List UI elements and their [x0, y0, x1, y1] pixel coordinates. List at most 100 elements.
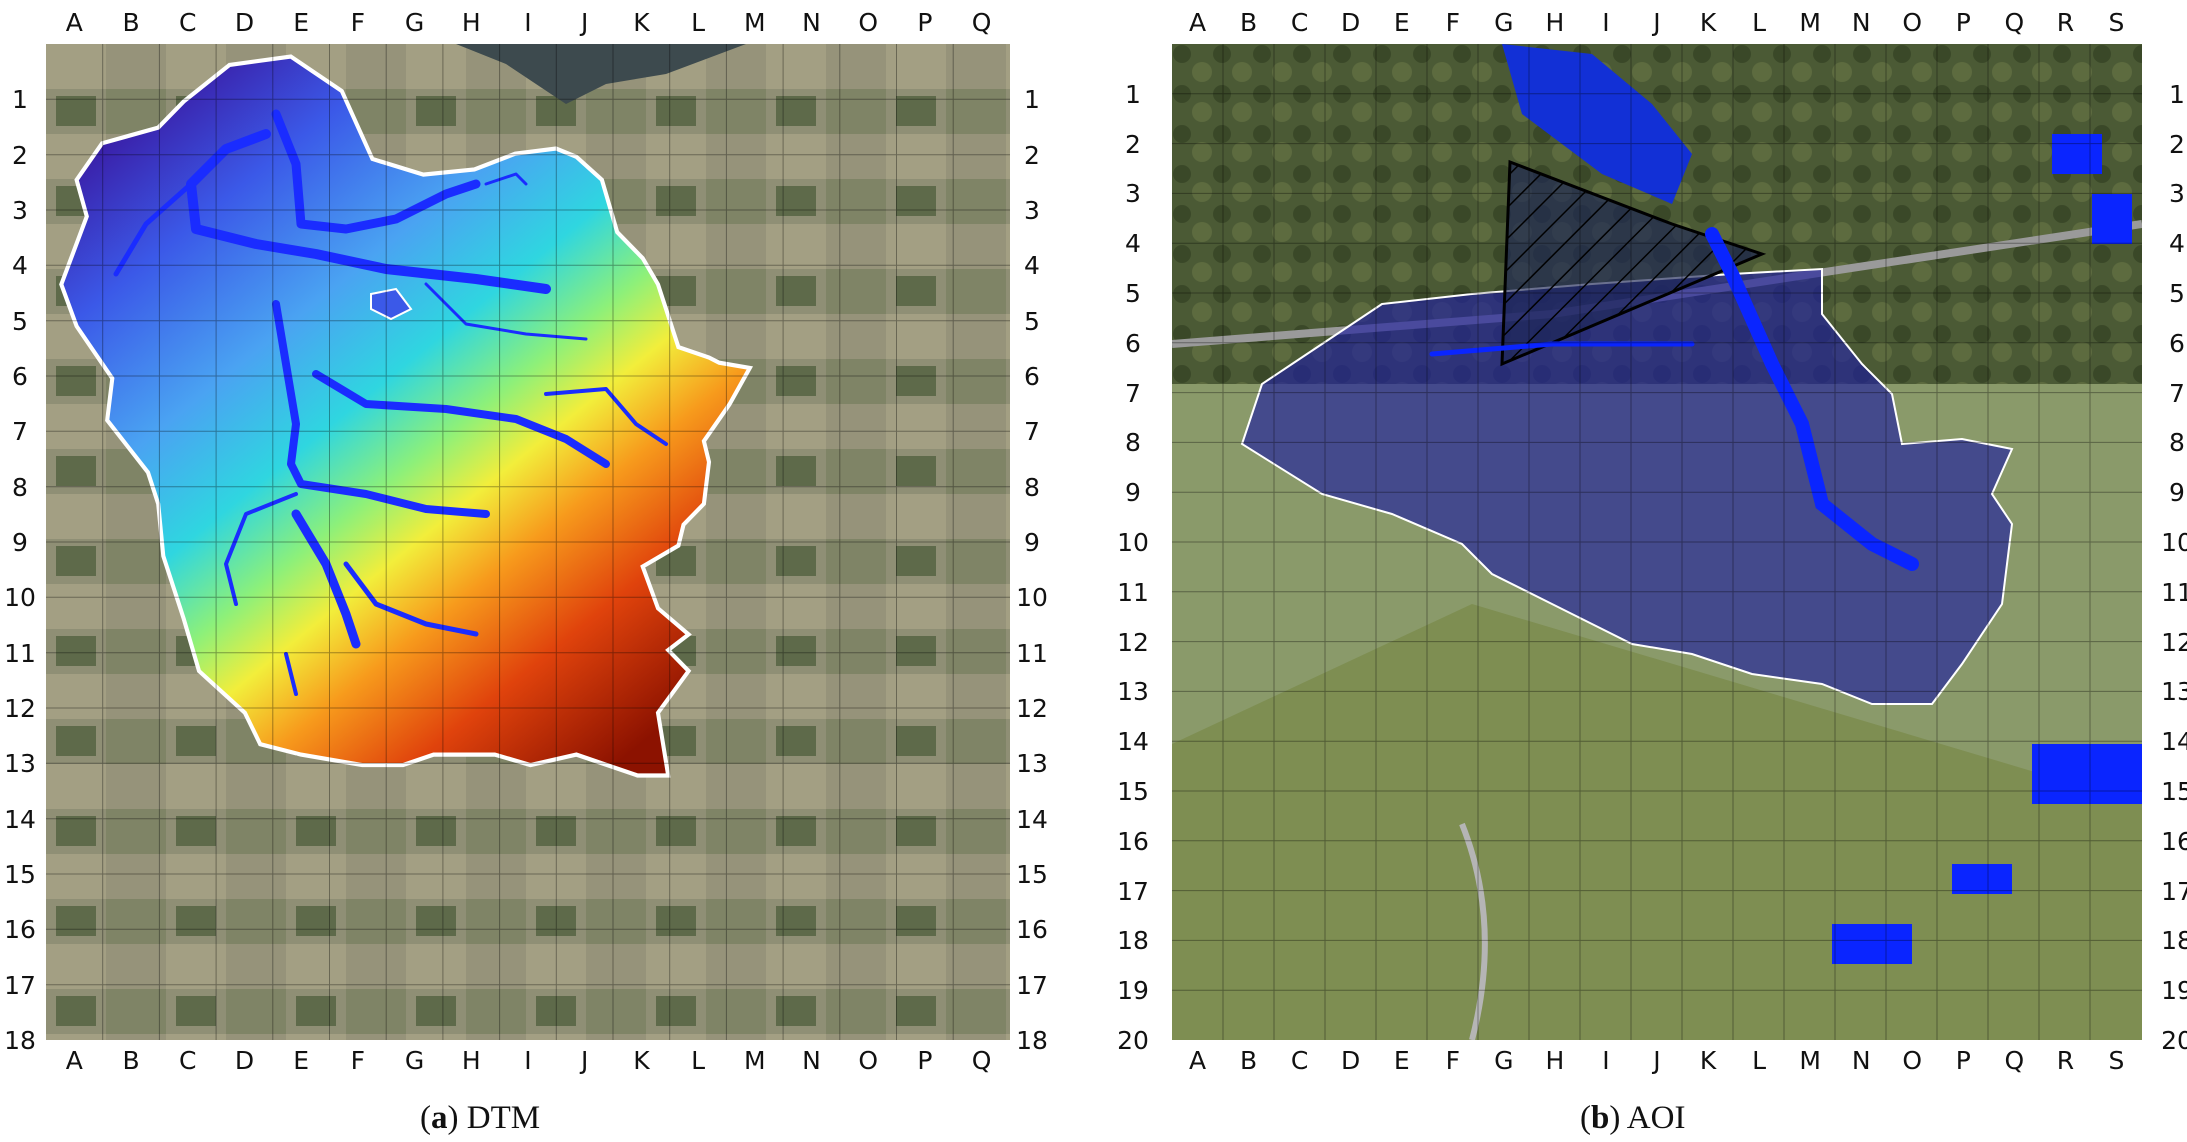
row-label: 9 [2169, 478, 2185, 508]
row-label: 2 [1024, 140, 1040, 170]
grid-lines [1172, 44, 2142, 1040]
row-label: 12 [1016, 694, 1048, 723]
grid-lines [46, 44, 1010, 1040]
row-label: 19 [2161, 976, 2187, 1006]
area-of-interest [1240, 267, 2014, 705]
row-label: 10 [1016, 583, 1048, 613]
dtm-map-graphic [46, 44, 1010, 1040]
river [1502, 44, 1692, 204]
row-label: 15 [4, 860, 36, 889]
row-label: 15 [2161, 777, 2187, 806]
row-label: 6 [2169, 328, 2185, 358]
row-label: 13 [2161, 677, 2187, 707]
row-label: 3 [1024, 196, 1040, 225]
row-label: 14 [1117, 727, 1149, 757]
column-label: Q [971, 1046, 992, 1075]
row-label: 13 [4, 749, 36, 779]
aoi-map-graphic [1172, 44, 2142, 1040]
row-label: 20 [1117, 1026, 1149, 1055]
column-label: C [1290, 1046, 1309, 1075]
row-label: 18 [1016, 1026, 1048, 1055]
column-label: D [1341, 1046, 1361, 1075]
column-label: I [1602, 8, 1610, 37]
column-label: J [581, 1046, 589, 1075]
column-label: A [65, 1046, 83, 1075]
row-label: 16 [4, 915, 36, 945]
column-label: H [1545, 1046, 1565, 1075]
column-label: P [1955, 8, 1971, 37]
column-label: Q [2004, 1046, 2025, 1075]
column-label: O [1902, 1046, 1923, 1075]
row-label: 4 [1125, 229, 1141, 259]
column-label: B [122, 8, 140, 37]
row-label: 14 [1016, 804, 1048, 834]
row-label: 11 [2161, 577, 2187, 607]
column-label: M [744, 8, 766, 37]
column-label: L [691, 8, 706, 37]
row-label: 17 [4, 970, 36, 1000]
column-label: P [1955, 1046, 1971, 1075]
column-label: K [633, 1046, 650, 1075]
column-label: R [2056, 8, 2075, 37]
row-label: 16 [1016, 915, 1048, 945]
row-label: 17 [1016, 970, 1048, 1000]
column-label: H [461, 1046, 481, 1075]
row-label: 18 [1117, 926, 1149, 956]
row-label: 3 [2169, 179, 2185, 209]
row-label: 2 [12, 140, 28, 170]
column-label: J [581, 8, 589, 37]
row-label: 9 [1024, 528, 1040, 557]
track [1459, 822, 1488, 1040]
column-label: L [1752, 1046, 1767, 1075]
column-label: F [1445, 8, 1460, 37]
row-label: 9 [1125, 478, 1141, 508]
column-label: K [633, 8, 650, 37]
row-label: 3 [12, 196, 28, 225]
flood-extent [1429, 227, 1919, 571]
caption-dtm: (a) DTM [420, 1100, 541, 1136]
dtm-map [46, 44, 1010, 1040]
column-label: C [179, 8, 197, 37]
column-label: K [1699, 8, 1717, 37]
row-label: 12 [2161, 627, 2187, 657]
column-label: Q [2004, 8, 2025, 37]
column-label: H [461, 8, 481, 37]
column-label: D [234, 1046, 255, 1075]
aoi-map [1172, 44, 2142, 1040]
column-label: P [917, 1046, 933, 1075]
column-label: C [1290, 8, 1309, 37]
row-label: 1 [12, 85, 28, 115]
column-label: A [1188, 1046, 1207, 1075]
row-label: 13 [1117, 677, 1149, 707]
row-label: 4 [12, 251, 28, 281]
lake [456, 44, 746, 104]
row-label: 11 [4, 638, 36, 668]
column-label: E [293, 8, 310, 37]
column-label: I [524, 1046, 532, 1075]
column-label: D [234, 8, 255, 37]
reservoir [370, 287, 413, 321]
column-label: M [1799, 1046, 1821, 1075]
row-label: 6 [1125, 328, 1141, 358]
row-label: 15 [1016, 860, 1048, 889]
column-label: E [1393, 8, 1410, 37]
column-label: G [404, 1046, 425, 1075]
column-label: S [2108, 1046, 2125, 1075]
column-label: O [858, 1046, 879, 1075]
row-label: 9 [12, 528, 28, 557]
column-label: G [1494, 1046, 1514, 1075]
column-label: A [65, 8, 83, 37]
column-label: E [293, 1046, 310, 1075]
row-label: 7 [12, 417, 28, 447]
row-label: 6 [12, 362, 28, 391]
row-label: 14 [4, 804, 36, 834]
row-label: 10 [2161, 528, 2187, 557]
row-label: 19 [1117, 976, 1149, 1006]
row-label: 8 [1024, 472, 1040, 502]
column-label: G [1494, 8, 1514, 37]
column-label: I [1602, 1046, 1610, 1075]
column-label: F [350, 8, 366, 37]
row-label: 12 [1117, 627, 1149, 657]
row-label: 8 [2169, 428, 2185, 458]
